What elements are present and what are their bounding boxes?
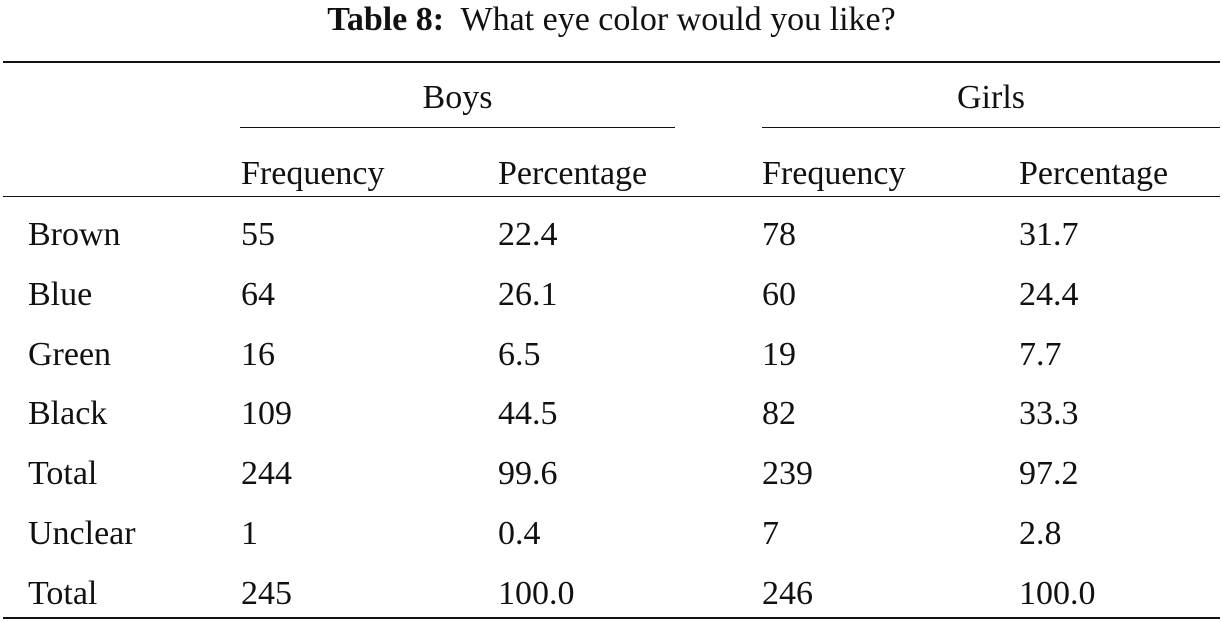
cell: 44.5 xyxy=(498,395,558,433)
cell: 246 xyxy=(762,574,813,612)
cell: 26.1 xyxy=(498,275,558,313)
cell: 78 xyxy=(762,216,796,253)
group-rule xyxy=(762,127,1220,128)
header-rule xyxy=(3,196,1220,197)
column-header: Frequency xyxy=(762,155,906,192)
caption-text: What eye color would you like? xyxy=(460,1,896,38)
row-label: Unclear xyxy=(28,515,136,552)
cell: 16 xyxy=(241,335,275,373)
row-label: Brown xyxy=(28,216,121,253)
cell: 82 xyxy=(762,395,796,433)
cell: 24.4 xyxy=(1019,275,1079,313)
cell: 99.6 xyxy=(498,455,558,493)
cell: 7.7 xyxy=(1019,335,1062,373)
row-label: Black xyxy=(28,395,108,433)
cell: 244 xyxy=(241,455,292,493)
cell: 33.3 xyxy=(1019,395,1079,433)
row-label: Green xyxy=(28,335,112,373)
cell: 2.8 xyxy=(1019,515,1062,552)
cell: 19 xyxy=(762,335,796,373)
cell: 7 xyxy=(762,515,779,552)
cell: 60 xyxy=(762,275,796,313)
cell: 245 xyxy=(241,574,292,612)
row-label: Total xyxy=(28,455,98,493)
cell: 55 xyxy=(241,216,275,253)
cell: 64 xyxy=(241,275,275,313)
cell: 97.2 xyxy=(1019,455,1079,493)
group-rule xyxy=(240,127,675,128)
cell: 22.4 xyxy=(498,216,558,253)
cell: 0.4 xyxy=(498,515,541,552)
caption-label: Table 8: xyxy=(327,1,445,38)
column-header: Frequency xyxy=(241,155,385,192)
bottom-rule xyxy=(3,617,1220,619)
column-header: Percentage xyxy=(498,155,648,192)
row-label: Blue xyxy=(28,275,93,313)
cell: 6.5 xyxy=(498,335,541,373)
cell: 100.0 xyxy=(1019,574,1096,612)
caption: Table 8: What eye color would you like? xyxy=(0,0,1223,40)
top-rule xyxy=(3,61,1220,63)
group-header: Girls xyxy=(957,79,1025,116)
cell: 31.7 xyxy=(1019,216,1079,253)
group-header: Boys xyxy=(422,79,493,116)
cell: 239 xyxy=(762,455,813,493)
row-label: Total xyxy=(28,574,98,612)
cell: 100.0 xyxy=(498,574,575,612)
column-header: Percentage xyxy=(1019,155,1169,192)
cell: 109 xyxy=(241,395,292,433)
cell: 1 xyxy=(241,515,258,552)
